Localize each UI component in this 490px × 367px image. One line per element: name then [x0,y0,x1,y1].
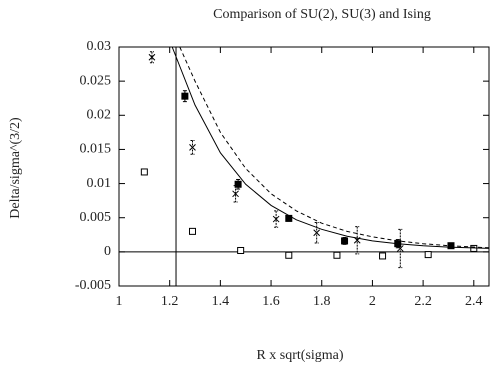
fit-curve [179,46,490,249]
point [379,252,387,260]
point [285,251,293,259]
x-tick-label: 1 [116,294,123,309]
x-axis-label: R x sqrt(sigma) [256,348,343,363]
point [272,215,280,223]
x-tick-label: 1.2 [161,294,179,309]
x-tick-label: 1.4 [212,294,230,309]
point [188,227,196,235]
y-tick-label: 0.025 [80,73,112,88]
y-tick-label: 0.02 [87,108,112,123]
x-tick-label: 1.8 [313,294,331,309]
x-tick-label: 2 [369,294,376,309]
x-tick-label: 2.2 [414,294,432,309]
point [181,92,189,100]
error-bar [274,210,279,228]
chart-title: Comparison of SU(2), SU(3) and Ising [213,7,431,22]
y-tick-label: -0.005 [75,278,111,293]
point [424,251,432,259]
x-tick-label: 2.4 [465,294,483,309]
y-tick-label: 0 [104,244,111,259]
point [234,180,242,188]
point [148,53,156,61]
point [333,251,341,259]
error-bar [233,185,238,203]
x-tick-label: 1.6 [262,294,280,309]
point [341,237,349,245]
plot-frame [118,46,490,287]
point [140,168,148,176]
fit-curve [171,46,490,249]
error-bar [149,51,154,64]
point [313,229,321,237]
point [189,144,196,151]
y-tick-label: 0.005 [80,210,112,225]
y-tick-label: 0.01 [87,176,112,191]
point [232,190,239,198]
y-tick-label: 0.03 [87,39,112,54]
point [396,245,404,252]
y-tick-label: 0.015 [80,142,112,157]
point [237,246,245,254]
y-axis-label: Delta/sigma^(3/2) [8,117,23,219]
